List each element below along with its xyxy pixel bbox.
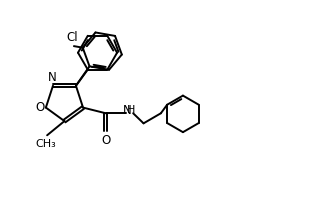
Text: O: O	[101, 134, 110, 147]
Text: O: O	[36, 101, 45, 114]
Text: H: H	[127, 105, 135, 115]
Text: CH₃: CH₃	[35, 139, 56, 149]
Text: N: N	[123, 104, 132, 117]
Text: N: N	[48, 71, 56, 84]
Text: Cl: Cl	[66, 31, 78, 44]
